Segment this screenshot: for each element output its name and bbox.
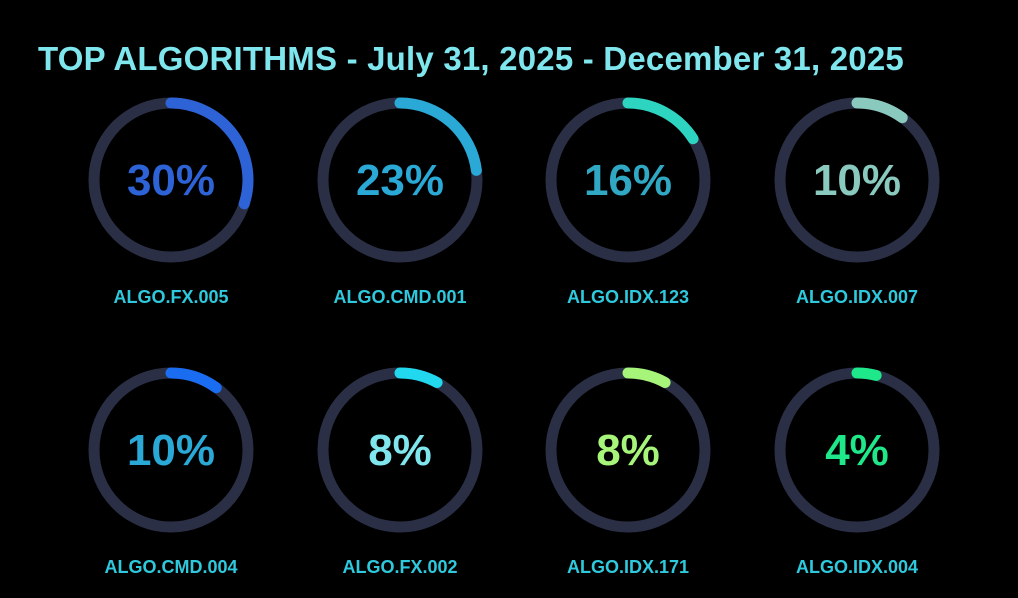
ring-name-label: ALGO.IDX.171 [567,557,689,577]
ring-name-label: ALGO.IDX.007 [796,287,918,307]
ring-algo-idx-007: 10% ALGO.IDX.007 [774,97,940,307]
ring-percent-label: 10% [813,156,901,205]
ring-progress-arc [622,367,671,389]
ring-percent-label: 16% [584,156,672,205]
ring-algo-cmd-004: 10% ALGO.CMD.004 [88,367,254,577]
ring-progress-arc [394,97,482,176]
ring-name-label: ALGO.FX.002 [342,557,457,577]
ring-progress-arc [851,367,882,381]
ring-algo-idx-004: 4% ALGO.IDX.004 [774,367,940,577]
ring-algo-fx-002: 8% ALGO.FX.002 [317,367,483,577]
ring-percent-label: 4% [825,426,889,475]
ring-progress-arc [622,97,699,145]
ring-name-label: ALGO.IDX.123 [567,287,689,307]
ring-progress-arc [394,367,443,389]
ring-name-label: ALGO.IDX.004 [796,557,918,577]
ring-name-label: ALGO.FX.005 [113,287,228,307]
ring-name-label: ALGO.CMD.001 [333,287,466,307]
ring-percent-label: 30% [127,156,215,205]
ring-name-label: ALGO.CMD.004 [104,557,237,577]
ring-algo-idx-123: 16% ALGO.IDX.123 [545,97,711,307]
ring-progress-arc [851,97,908,124]
ring-percent-label: 8% [596,426,660,475]
ring-algo-idx-171: 8% ALGO.IDX.171 [545,367,711,577]
ring-percent-label: 10% [127,426,215,475]
ring-algo-fx-005: 30% ALGO.FX.005 [88,97,254,307]
ring-progress-arc [165,97,254,210]
ring-percent-label: 23% [356,156,444,205]
ring-percent-label: 8% [368,426,432,475]
ring-algo-cmd-001: 23% ALGO.CMD.001 [317,97,483,307]
ring-progress-arc [165,367,222,394]
chart-title: TOP ALGORITHMS - July 31, 2025 - Decembe… [38,40,904,77]
